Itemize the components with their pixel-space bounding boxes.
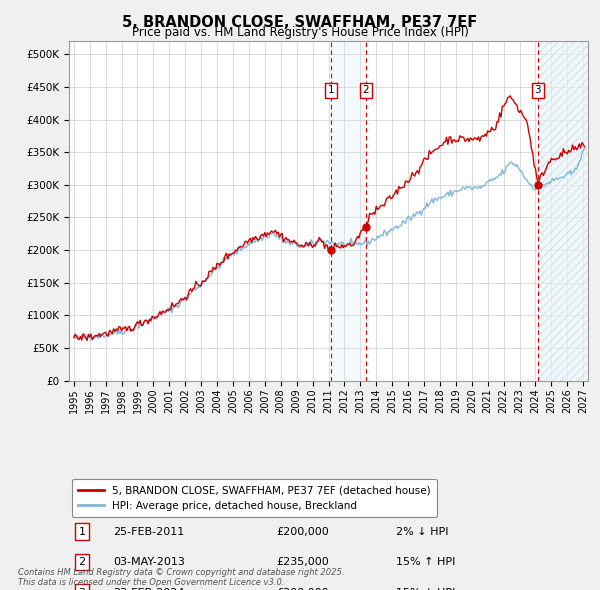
Text: Price paid vs. HM Land Registry's House Price Index (HPI): Price paid vs. HM Land Registry's House … (131, 26, 469, 39)
Bar (538, 41, 588, 381)
Text: 1: 1 (328, 86, 334, 96)
Bar (331, 41, 366, 381)
Text: 1: 1 (79, 526, 85, 536)
Text: Contains HM Land Registry data © Crown copyright and database right 2025.
This d: Contains HM Land Registry data © Crown c… (18, 568, 344, 587)
Text: £300,000: £300,000 (277, 588, 329, 590)
Text: 03-MAY-2013: 03-MAY-2013 (113, 557, 185, 567)
Text: 2: 2 (362, 86, 369, 96)
Text: 25-FEB-2011: 25-FEB-2011 (113, 526, 184, 536)
Text: 2: 2 (79, 557, 86, 567)
Legend: 5, BRANDON CLOSE, SWAFFHAM, PE37 7EF (detached house), HPI: Average price, detac: 5, BRANDON CLOSE, SWAFFHAM, PE37 7EF (de… (71, 479, 437, 517)
Text: 3: 3 (535, 86, 541, 96)
Text: 2% ↓ HPI: 2% ↓ HPI (396, 526, 448, 536)
Text: £235,000: £235,000 (277, 557, 329, 567)
Text: 15% ↓ HPI: 15% ↓ HPI (396, 588, 455, 590)
Text: 3: 3 (79, 588, 85, 590)
Text: 5, BRANDON CLOSE, SWAFFHAM, PE37 7EF: 5, BRANDON CLOSE, SWAFFHAM, PE37 7EF (122, 15, 478, 30)
Text: 23-FEB-2024: 23-FEB-2024 (113, 588, 185, 590)
Text: 15% ↑ HPI: 15% ↑ HPI (396, 557, 455, 567)
Text: £200,000: £200,000 (277, 526, 329, 536)
